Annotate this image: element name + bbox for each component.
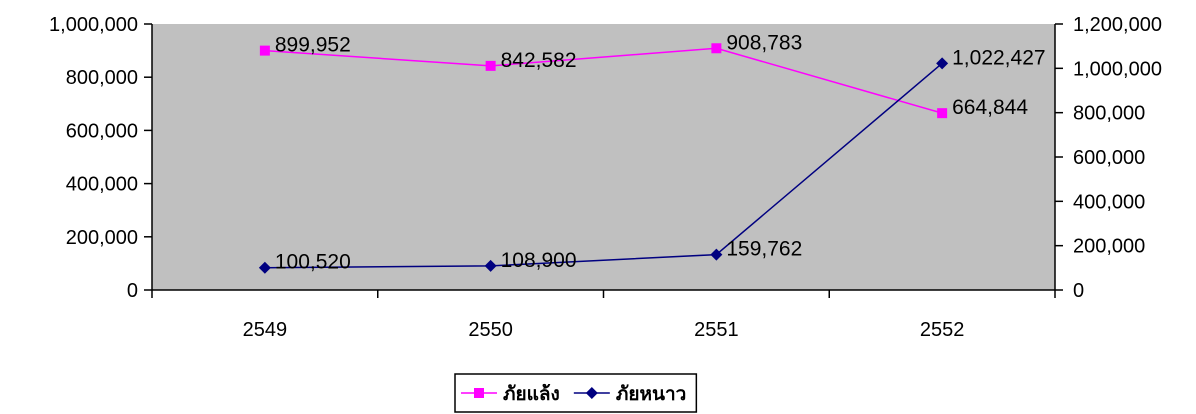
x-axis-tick-label: 2551: [694, 319, 739, 341]
marker-diamond: [936, 57, 949, 70]
right-axis-tick-label: 800,000: [1073, 103, 1145, 125]
marker-square: [474, 388, 484, 398]
left-axis-tick-label: 800,000: [66, 67, 138, 89]
left-axis-tick-label: 600,000: [66, 120, 138, 142]
legend-label: ภัยหนาว: [616, 383, 687, 405]
axes: 0 200,000 400,000 600,000 800,000 1,000,000 0 2…: [49, 14, 1162, 341]
right-axis-tick-label: 1,000,000: [1073, 58, 1162, 80]
marker-diamond: [484, 259, 497, 272]
marker-diamond: [710, 248, 723, 261]
series-1: [259, 43, 948, 119]
right-axis-tick-label: 0: [1073, 280, 1084, 302]
legend-item: ภัยหนาว: [573, 383, 687, 405]
marker-square: [937, 108, 948, 119]
data-label: 899,952: [275, 34, 351, 57]
series-layer: [258, 43, 949, 274]
marker-square: [711, 43, 722, 54]
data-label: 108,900: [501, 249, 577, 272]
right-axis-tick-label: 400,000: [1073, 191, 1145, 213]
right-axis-tick-label: 200,000: [1073, 236, 1145, 258]
right-axis-tick-label: 600,000: [1073, 147, 1145, 169]
x-axis-tick-label: 2550: [468, 319, 513, 341]
left-axis-tick-label: 1,000,000: [49, 14, 138, 36]
x-axis-tick-label: 2552: [920, 319, 965, 341]
marker-diamond: [585, 387, 598, 399]
series-2: [258, 57, 949, 274]
left-axis-tick-label: 400,000: [66, 174, 138, 196]
data-labels: 899,952 842,582 908,783 664,844 100,520 108,9…: [275, 31, 1046, 273]
marker-square: [485, 60, 496, 71]
data-label: 159,762: [726, 238, 802, 261]
legend-item: ภัยแล้ง: [461, 383, 560, 405]
series-line: [264, 62, 943, 269]
data-label: 664,844: [952, 96, 1028, 119]
marker-diamond: [258, 261, 271, 274]
x-axis-tick-label: 2549: [243, 319, 288, 341]
left-axis-tick-label: 200,000: [66, 227, 138, 249]
data-label: 908,783: [726, 31, 802, 54]
data-label: 100,520: [275, 251, 351, 274]
series-line: [264, 47, 943, 114]
right-axis-tick-label: 1,200,000: [1073, 14, 1162, 36]
data-label: 1,022,427: [952, 46, 1045, 69]
marker-square: [259, 45, 270, 56]
left-axis-tick-label: 0: [127, 280, 138, 302]
legend: ภัยแล้ง ภัยหนาว: [454, 373, 698, 413]
plot-area: [152, 24, 1055, 290]
data-label: 842,582: [501, 49, 577, 72]
legend-label: ภัยแล้ง: [503, 383, 560, 405]
